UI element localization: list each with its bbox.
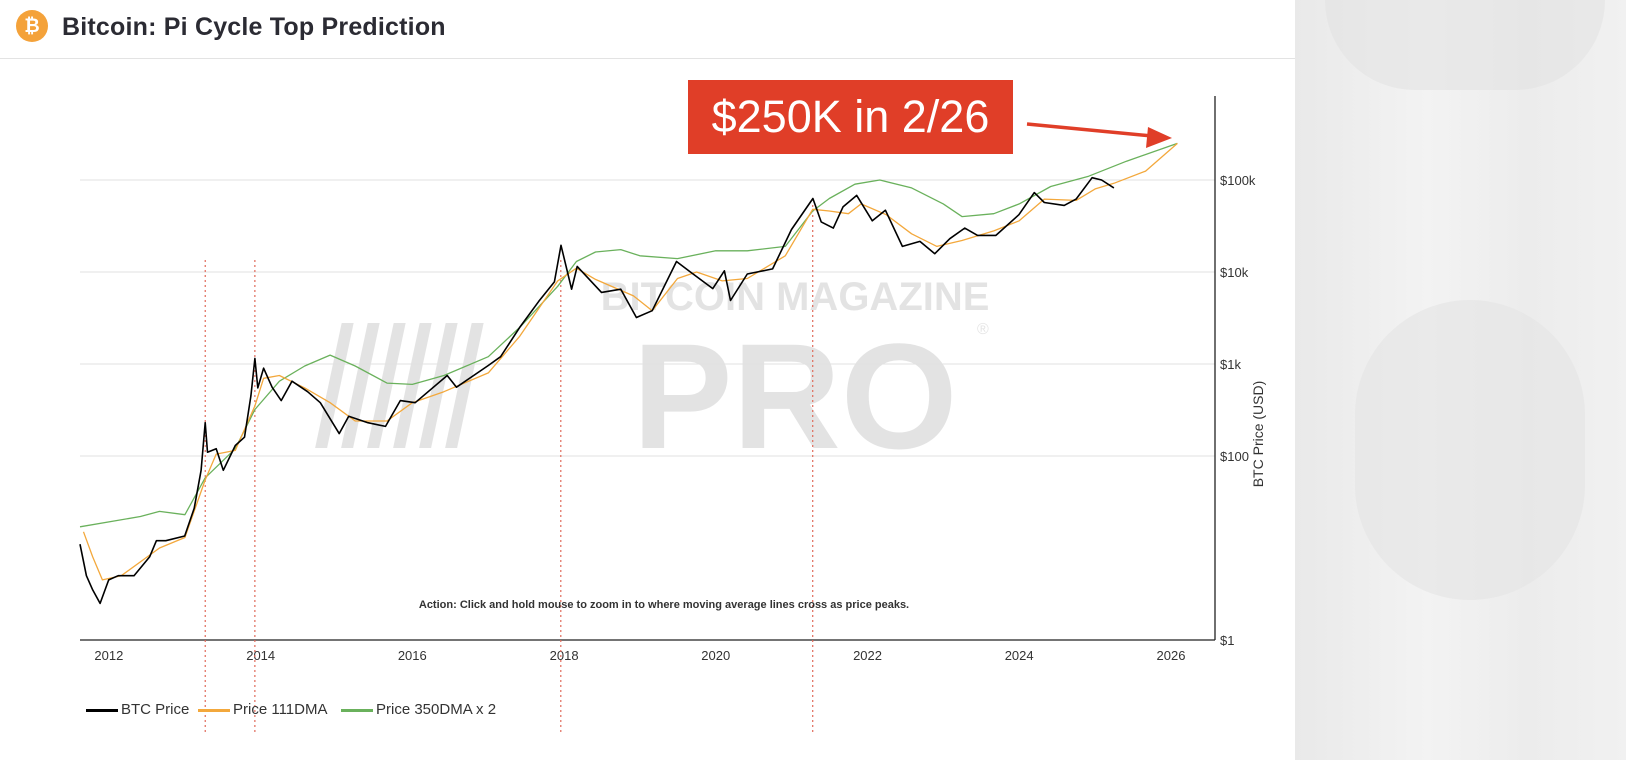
- watermark-line2: PRO: [632, 312, 957, 480]
- legend-item-111dma[interactable]: Price 111DMA: [198, 699, 327, 721]
- y-tick-label: $100k: [1220, 173, 1256, 188]
- legend-item-350dma[interactable]: Price 350DMA x 2: [341, 699, 496, 721]
- legend-label: Price 350DMA x 2: [376, 701, 497, 718]
- x-tick-label: 2012: [94, 648, 123, 663]
- legend-label: Price 111DMA: [233, 701, 328, 718]
- annotation-arrow: [1026, 122, 1153, 138]
- x-tick-label: 2022: [853, 648, 882, 663]
- legend-swatch: [198, 708, 230, 712]
- watermark-bar: [315, 323, 354, 448]
- legend-swatch: [341, 708, 373, 712]
- x-tick-label: 2014: [246, 648, 275, 663]
- watermark-bar: [367, 323, 406, 448]
- x-tick-label: 2016: [398, 648, 427, 663]
- x-tick-label: 2024: [1005, 648, 1034, 663]
- background-blur: [1325, 0, 1605, 90]
- y-tick-label: $1k: [1220, 357, 1241, 372]
- background-panel: [1295, 0, 1626, 760]
- watermark-mark: ®: [977, 321, 989, 338]
- x-tick-label: 2026: [1157, 648, 1186, 663]
- series-line-price-111dma: [82, 142, 1178, 581]
- y-tick-label: $1: [1220, 633, 1234, 648]
- legend-swatch: [86, 708, 118, 712]
- x-tick-label: 2020: [701, 648, 730, 663]
- series-line-btc-price: [79, 176, 1115, 605]
- y-tick-label: $100: [1220, 449, 1249, 464]
- y-tick-label: $10k: [1220, 265, 1249, 280]
- bitcoin-logo-icon: ₿: [16, 10, 48, 42]
- action-note: Action: Click and hold mouse to zoom in …: [419, 599, 909, 611]
- annotation-arrowhead: [1146, 127, 1172, 148]
- watermark-bar: [419, 323, 458, 448]
- x-tick-label: 2018: [550, 648, 579, 663]
- series-line-price-350dma-x-2: [79, 142, 1178, 528]
- prediction-annotation: $250K in 2/26: [688, 80, 1013, 154]
- legend-label: BTC Price: [121, 701, 190, 718]
- chart-header: ₿ Bitcoin: Pi Cycle Top Prediction: [0, 0, 1295, 59]
- y-axis-title: BTC Price (USD): [1250, 381, 1266, 488]
- page-title: Bitcoin: Pi Cycle Top Prediction: [62, 13, 446, 41]
- watermark-bar: [445, 323, 484, 448]
- watermark-bar: [393, 323, 432, 448]
- background-blur: [1355, 300, 1585, 600]
- legend-item-btc-price[interactable]: BTC Price: [86, 699, 189, 721]
